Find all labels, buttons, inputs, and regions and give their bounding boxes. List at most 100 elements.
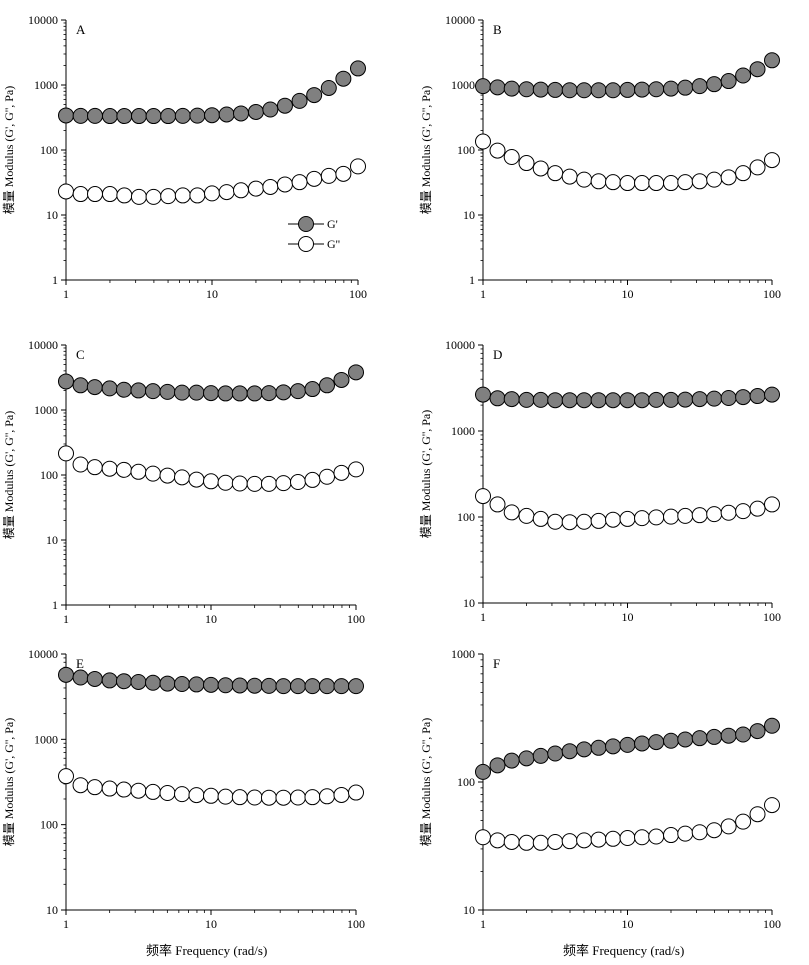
g-prime-point <box>532 81 549 98</box>
g-double-prime-point <box>576 513 593 530</box>
g-double-prime-point <box>276 176 293 193</box>
g-prime-point <box>174 107 191 124</box>
g-prime-point <box>145 108 162 125</box>
g-prime-point <box>276 97 293 114</box>
g-double-prime-point <box>706 506 723 523</box>
g-double-prime-point <box>101 460 118 477</box>
g-prime-point <box>576 741 593 758</box>
g-double-prime-point <box>576 832 593 849</box>
g-prime-point <box>749 723 766 740</box>
g-prime-point <box>275 384 292 401</box>
g-prime-point <box>547 392 564 409</box>
g-prime-point <box>677 79 694 96</box>
g-double-prime-point <box>144 783 161 800</box>
g-double-prime-point <box>677 507 694 524</box>
g-prime-point <box>518 81 535 98</box>
g-double-prime-point <box>275 789 292 806</box>
g-double-prime-point <box>159 467 176 484</box>
g-prime-point <box>547 81 564 98</box>
g-prime-point <box>260 385 277 402</box>
g-prime-point <box>333 371 350 388</box>
g-double-prime-point <box>233 182 250 199</box>
g-double-prime-point <box>289 474 306 491</box>
g-prime-point <box>648 734 665 751</box>
g-double-prime-point <box>503 149 520 166</box>
g-double-prime-point <box>662 508 679 525</box>
g-prime-point <box>130 673 147 690</box>
g-prime-point <box>335 70 352 87</box>
g-double-prime-point <box>662 175 679 192</box>
g-prime-point <box>662 732 679 749</box>
g-prime-point <box>333 678 350 695</box>
g-double-prime-point <box>174 786 191 803</box>
g-prime-point <box>590 739 607 756</box>
x-tick-label: 1 <box>63 287 69 301</box>
legend-marker <box>298 236 314 252</box>
g-prime-point <box>246 677 263 694</box>
g-prime-point <box>320 79 337 96</box>
g-double-prime-point <box>561 168 578 185</box>
y-tick-label: 10 <box>463 596 475 610</box>
x-axis-title-left: 频率 Frequency (rad/s) <box>146 943 268 958</box>
g-double-prime-point <box>518 507 535 524</box>
g-double-prime-point <box>320 167 337 184</box>
x-tick-label: 10 <box>206 287 218 301</box>
g-double-prime-point <box>691 824 708 841</box>
y-tick-label: 100 <box>457 510 475 524</box>
g-prime-point <box>691 730 708 747</box>
g-double-prime-point <box>764 152 780 169</box>
g-double-prime-point <box>306 170 323 187</box>
g-double-prime-point <box>489 142 506 159</box>
g-double-prime-point <box>246 789 263 806</box>
g-double-prime-point <box>188 471 205 488</box>
g-double-prime-point <box>634 175 651 192</box>
g-double-prime-point <box>87 186 104 203</box>
y-tick-label: 10000 <box>445 338 475 352</box>
x-tick-label: 100 <box>349 287 367 301</box>
g-prime-point <box>720 73 737 90</box>
g-prime-point <box>72 669 89 686</box>
g-double-prime-point <box>706 171 723 188</box>
g-double-prime-point <box>218 184 235 201</box>
x-tick-label: 10 <box>622 610 634 624</box>
g-double-prime-point <box>735 165 752 182</box>
g-prime-point <box>561 743 578 760</box>
x-tick-label: 10 <box>205 917 217 931</box>
g-prime-point <box>706 390 723 407</box>
g-prime-point <box>319 377 336 394</box>
g-double-prime-point <box>561 833 578 850</box>
g-prime-point <box>86 379 103 396</box>
g-double-prime-point <box>764 496 780 513</box>
g-double-prime-point <box>720 818 737 835</box>
g-double-prime-point <box>188 787 205 804</box>
g-prime-point <box>203 676 219 693</box>
g-double-prime-point <box>619 830 636 847</box>
legend-label: G'' <box>327 237 340 251</box>
g-double-prime-point <box>319 468 336 485</box>
g-double-prime-point <box>561 514 578 531</box>
y-tick-label: 10000 <box>28 338 58 352</box>
g-prime-point <box>489 79 506 96</box>
g-double-prime-point <box>333 786 350 803</box>
y-tick-label: 10000 <box>445 13 475 27</box>
g-double-prime-point <box>677 174 694 191</box>
g-double-prime-point <box>72 456 89 473</box>
g-double-prime-point <box>648 175 665 192</box>
g-prime-point <box>306 87 323 104</box>
g-prime-point <box>58 373 74 390</box>
panel-label: B <box>493 22 502 37</box>
g-prime-point <box>58 107 74 124</box>
x-tick-label: 10 <box>622 917 634 931</box>
g-prime-point <box>749 61 766 78</box>
g-double-prime-point <box>72 777 89 794</box>
g-double-prime-point <box>518 834 535 851</box>
g-prime-point <box>518 750 535 767</box>
g-double-prime-point <box>58 768 74 785</box>
panel-label: F <box>493 656 500 671</box>
g-prime-point <box>691 391 708 408</box>
panel-A: 1 10 100 1000 10000 1 10 100 模量 Modulus (G', G''… <box>2 13 367 301</box>
g-prime-point <box>304 678 321 695</box>
g-double-prime-point <box>489 496 506 513</box>
g-double-prime-point <box>648 509 665 526</box>
